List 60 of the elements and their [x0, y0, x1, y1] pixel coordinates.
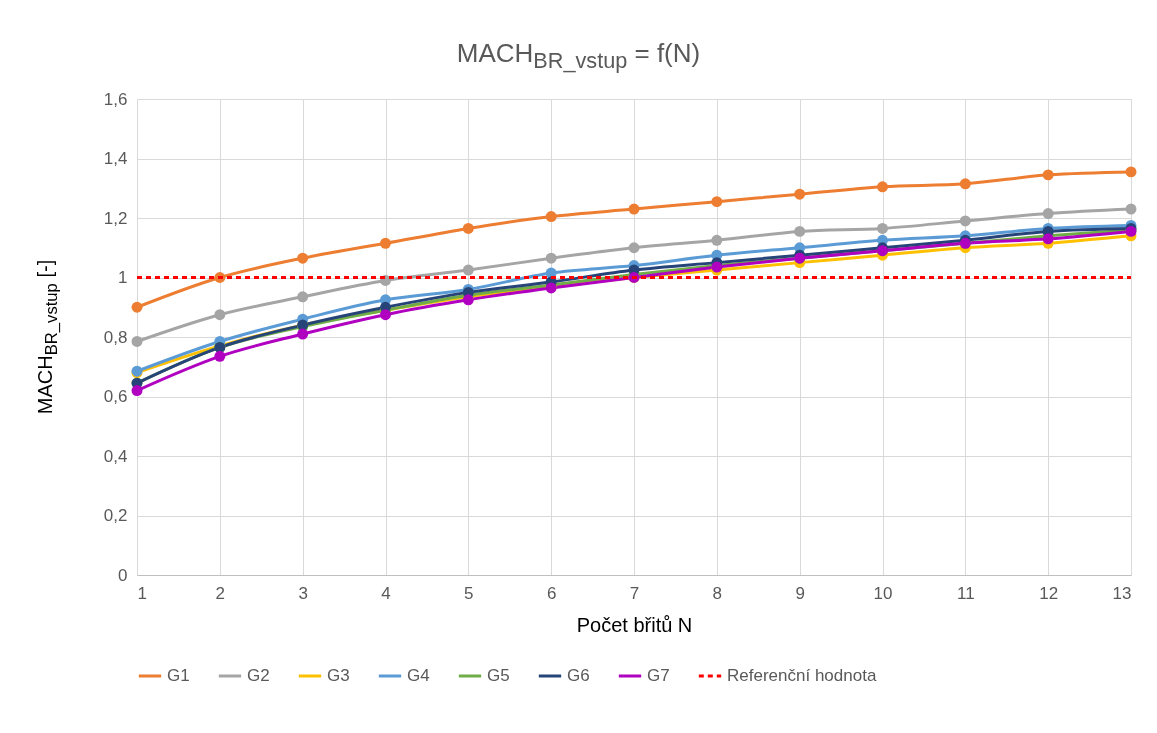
x-tick-label: 4 — [381, 583, 391, 603]
point — [794, 225, 806, 237]
y-tick-label: 1,2 — [103, 208, 128, 228]
legend-label: Referenční hodnota — [727, 666, 877, 685]
point — [297, 328, 309, 340]
legend-label: G2 — [247, 666, 270, 685]
point — [545, 211, 557, 222]
point — [959, 178, 971, 190]
y-tick-label: 1 — [118, 268, 128, 287]
legend-label: G4 — [407, 666, 430, 685]
point — [711, 234, 723, 246]
point — [877, 181, 888, 193]
x-tick-label: 8 — [712, 583, 723, 603]
y-tick-label: 0,8 — [103, 327, 128, 347]
x-tick-label: 13 — [1112, 583, 1132, 603]
x-tick-label: 11 — [957, 583, 975, 603]
point — [131, 385, 143, 397]
point — [462, 222, 474, 234]
point — [628, 242, 640, 254]
x-tick-label: 9 — [795, 583, 805, 603]
y-tick-label: 0,2 — [103, 506, 128, 525]
point — [1042, 169, 1054, 181]
y-tick-label: 0,4 — [103, 446, 128, 466]
x-axis-title: Počet břitů N — [576, 613, 693, 636]
point — [794, 188, 806, 200]
point — [1125, 166, 1137, 178]
y-tick-label: 1,6 — [103, 89, 128, 109]
legend-label: G7 — [647, 666, 670, 685]
point — [1042, 208, 1054, 219]
point — [877, 222, 888, 234]
point — [1125, 203, 1137, 215]
legend-label: G6 — [567, 666, 590, 685]
point — [214, 309, 226, 321]
chart-title: MACH$_{BR_vstup}$ = f(N) — [455, 38, 702, 75]
point — [711, 196, 723, 208]
point — [959, 215, 971, 227]
point — [380, 237, 391, 249]
x-tick-label: 10 — [873, 583, 893, 603]
x-tick-label: 5 — [464, 583, 474, 603]
legend-label: G5 — [487, 666, 510, 685]
point — [462, 264, 474, 276]
legend-label: G3 — [327, 666, 350, 685]
x-tick-label: 2 — [215, 583, 226, 603]
x-tick-label: 12 — [1039, 583, 1059, 603]
point — [131, 336, 143, 347]
point — [214, 350, 226, 362]
x-tick-label: 6 — [546, 583, 557, 603]
point — [628, 203, 640, 215]
point — [545, 252, 557, 264]
legend-label: G1 — [167, 666, 190, 685]
x-tick-label: 3 — [298, 583, 308, 603]
y-tick-label: 1,4 — [103, 149, 128, 168]
x-tick-label: 1 — [137, 583, 147, 603]
point — [297, 252, 309, 264]
point — [131, 301, 143, 313]
x-tick-label: 7 — [629, 583, 640, 603]
point — [380, 309, 391, 321]
point — [297, 291, 309, 303]
y-tick-label: 0 — [118, 565, 128, 585]
y-tick-label: 0,6 — [103, 387, 128, 406]
